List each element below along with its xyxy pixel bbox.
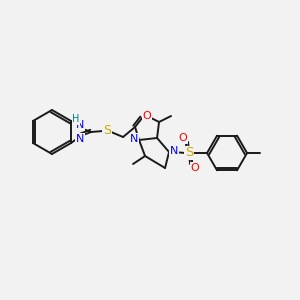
Text: N: N — [170, 146, 178, 156]
Text: H: H — [72, 114, 80, 124]
Text: S: S — [103, 124, 111, 137]
Text: N: N — [76, 134, 84, 144]
Text: O: O — [191, 163, 200, 173]
Text: N: N — [130, 134, 138, 144]
Text: S: S — [185, 146, 193, 160]
Text: O: O — [143, 111, 152, 121]
Text: O: O — [179, 133, 188, 143]
Text: N: N — [76, 120, 84, 130]
